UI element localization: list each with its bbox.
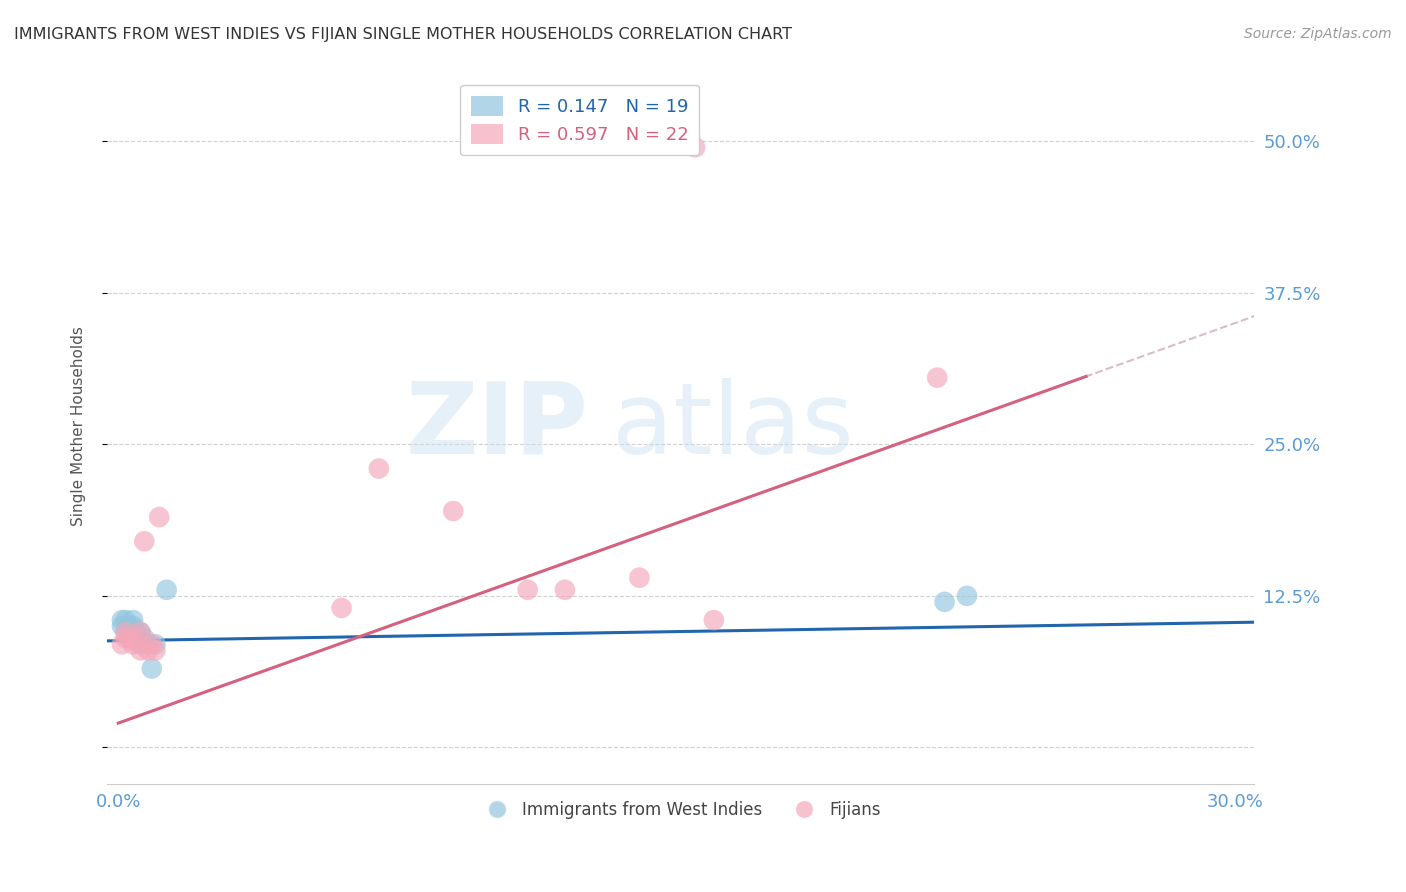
Point — [927, 370, 949, 384]
Point — [114, 613, 136, 627]
Point — [122, 613, 145, 627]
Point — [111, 637, 134, 651]
Point — [156, 582, 179, 597]
Point — [134, 632, 156, 646]
Point — [118, 632, 141, 646]
Point — [441, 504, 464, 518]
Point — [934, 595, 956, 609]
Point — [122, 619, 145, 633]
Point — [129, 625, 152, 640]
Text: atlas: atlas — [612, 377, 853, 475]
Point — [703, 613, 725, 627]
Point — [129, 643, 152, 657]
Point — [134, 534, 156, 549]
Point — [145, 643, 167, 657]
Point — [111, 619, 134, 633]
Point — [141, 662, 163, 676]
Legend: Immigrants from West Indies, Fijians: Immigrants from West Indies, Fijians — [474, 794, 887, 825]
Point — [125, 632, 148, 646]
Point — [114, 625, 136, 640]
Y-axis label: Single Mother Households: Single Mother Households — [72, 326, 86, 526]
Point — [136, 643, 159, 657]
Point — [516, 582, 538, 597]
Text: ZIP: ZIP — [406, 377, 589, 475]
Point — [136, 637, 159, 651]
Point — [145, 637, 167, 651]
Text: Source: ZipAtlas.com: Source: ZipAtlas.com — [1244, 27, 1392, 41]
Point — [554, 582, 576, 597]
Point — [129, 625, 152, 640]
Point — [141, 637, 163, 651]
Point — [122, 637, 145, 651]
Point — [114, 625, 136, 640]
Point — [129, 637, 152, 651]
Text: IMMIGRANTS FROM WEST INDIES VS FIJIAN SINGLE MOTHER HOUSEHOLDS CORRELATION CHART: IMMIGRANTS FROM WEST INDIES VS FIJIAN SI… — [14, 27, 792, 42]
Point — [118, 619, 141, 633]
Point — [367, 461, 389, 475]
Point — [111, 613, 134, 627]
Point — [125, 632, 148, 646]
Point — [114, 632, 136, 646]
Point — [148, 510, 170, 524]
Point — [683, 140, 706, 154]
Point — [628, 571, 651, 585]
Point — [330, 601, 353, 615]
Point — [956, 589, 979, 603]
Point — [125, 625, 148, 640]
Point — [118, 625, 141, 640]
